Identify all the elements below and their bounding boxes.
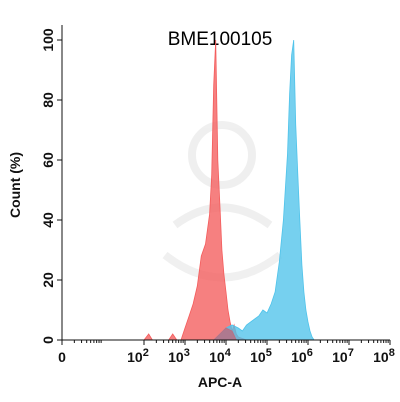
x-ticks: 0 102 103 104 105 106 107 108 xyxy=(58,340,395,365)
y-ticks: 0 20 40 60 80 100 xyxy=(40,28,62,344)
histogram-series-2 xyxy=(212,39,315,341)
chart-title: BME100105 xyxy=(168,29,273,50)
y-tick-label: 80 xyxy=(40,92,56,108)
y-axis-label: Count (%) xyxy=(7,152,23,218)
x-tick-label: 103 xyxy=(168,347,190,365)
histogram-series-1 xyxy=(143,39,247,341)
x-tick-label: 0 xyxy=(58,349,66,365)
x-tick-label: 108 xyxy=(373,347,395,365)
histogram-areas xyxy=(143,39,315,341)
watermark-logo xyxy=(162,121,283,282)
y-tick-label: 100 xyxy=(40,28,56,52)
y-tick-label: 0 xyxy=(40,336,56,344)
x-tick-label: 106 xyxy=(291,347,313,365)
x-axis-label: APC-A xyxy=(198,374,242,390)
x-tick-label: 102 xyxy=(127,347,149,365)
x-tick-label: 105 xyxy=(250,347,272,365)
x-tick-label: 104 xyxy=(209,347,232,365)
y-tick-label: 20 xyxy=(40,272,56,288)
x-tick-label: 107 xyxy=(332,347,354,365)
y-tick-label: 60 xyxy=(40,152,56,168)
y-tick-label: 40 xyxy=(40,212,56,228)
